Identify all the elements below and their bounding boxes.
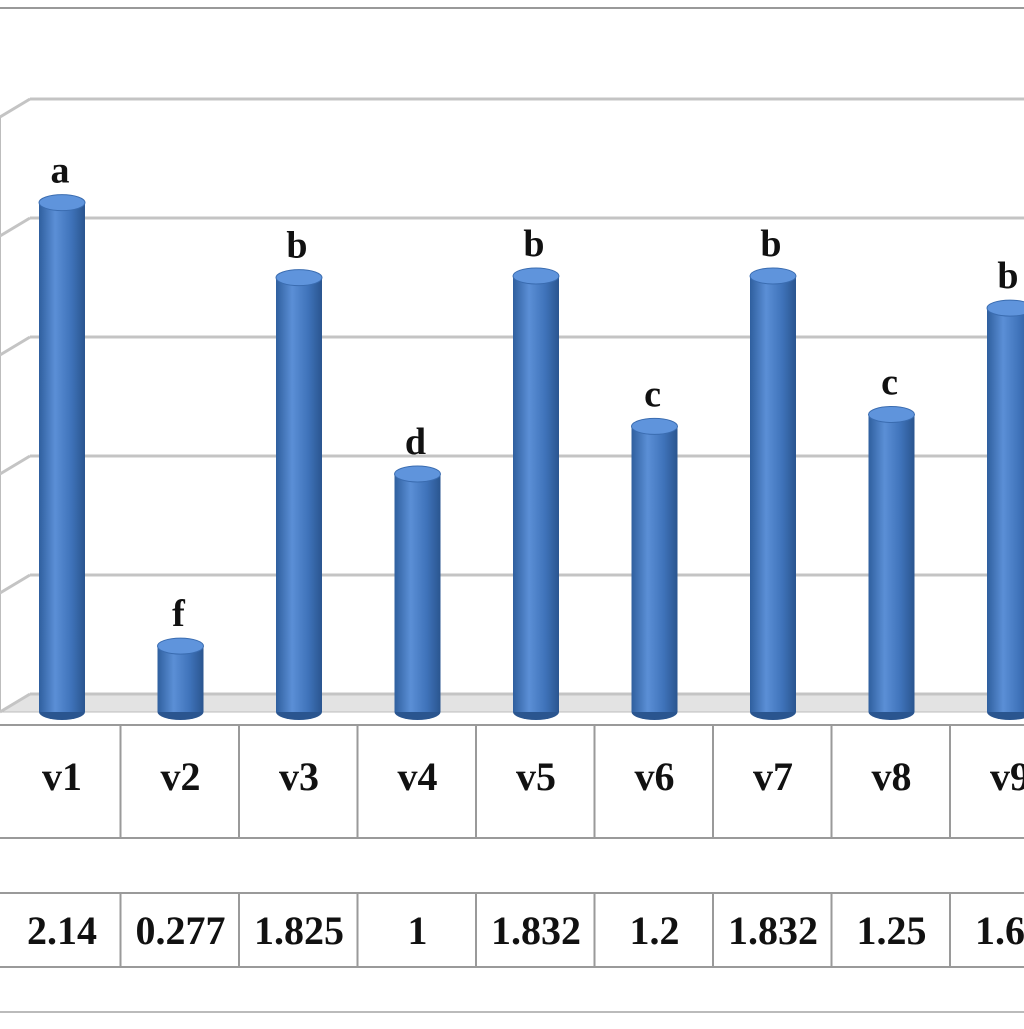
bar-body — [750, 275, 796, 712]
bar-top — [986, 299, 1024, 317]
bar — [868, 406, 915, 720]
value-label: 1.2 — [630, 908, 680, 953]
bar-body — [631, 426, 678, 712]
bar-top — [38, 194, 86, 212]
category-label: v9 — [990, 754, 1024, 799]
significance-letters: a f b d b c b c b — [51, 150, 1019, 635]
category-label: v5 — [516, 754, 556, 799]
significance-letter: b — [760, 223, 781, 265]
category-label: v2 — [161, 754, 201, 799]
gridline-side — [0, 454, 31, 476]
bar-top — [631, 417, 678, 435]
significance-letter: a — [51, 150, 70, 192]
value-label: 1.832 — [728, 908, 818, 953]
bar — [512, 267, 560, 720]
gridline-side — [0, 97, 31, 119]
category-label: v6 — [635, 754, 675, 799]
significance-letter: b — [997, 255, 1018, 297]
bar — [749, 267, 797, 720]
bar-top — [868, 406, 915, 423]
bar — [631, 417, 678, 720]
significance-letter: c — [644, 373, 661, 415]
bar-top — [749, 267, 797, 285]
value-label: 0.277 — [136, 908, 226, 953]
value-label: 1.69 — [975, 908, 1024, 953]
bar-body — [394, 474, 441, 712]
bar — [986, 299, 1024, 720]
bar-body — [868, 414, 915, 712]
significance-letter: d — [405, 421, 426, 463]
value-label: 1 — [408, 908, 428, 953]
bar — [275, 269, 323, 720]
gridline-side — [0, 335, 31, 357]
significance-letter: f — [172, 593, 186, 635]
value-label: 1.832 — [491, 908, 581, 953]
value-label: 1.825 — [254, 908, 344, 953]
bar-body — [987, 308, 1024, 712]
bar-body — [276, 277, 322, 712]
category-label: v8 — [872, 754, 912, 799]
bar-top — [275, 269, 323, 287]
bar-body — [39, 202, 85, 712]
bar — [38, 194, 86, 720]
category-label: v7 — [753, 754, 793, 799]
bar-top — [512, 267, 560, 285]
bar-body — [157, 646, 204, 712]
significance-letter: c — [881, 362, 898, 404]
gridline-side — [0, 573, 31, 595]
bars — [38, 194, 1024, 720]
significance-letter: b — [286, 225, 307, 267]
category-label: v1 — [42, 754, 82, 799]
data-table: v1 v2 v3 v4 v5 v6 v7 v8 v9 2.14 0.277 1.825 1 1.832 1.… — [0, 724, 1024, 968]
value-label: 2.14 — [27, 908, 97, 953]
category-label: v3 — [279, 754, 319, 799]
bar — [157, 637, 204, 720]
category-label: v4 — [398, 754, 438, 799]
bar-top — [394, 465, 441, 483]
gridline-side — [0, 692, 31, 714]
value-label: 1.25 — [857, 908, 927, 953]
bar-body — [513, 275, 559, 712]
significance-letter: b — [523, 223, 544, 265]
gridline-side — [0, 216, 31, 238]
bar — [394, 465, 441, 720]
bar-top — [157, 637, 204, 655]
